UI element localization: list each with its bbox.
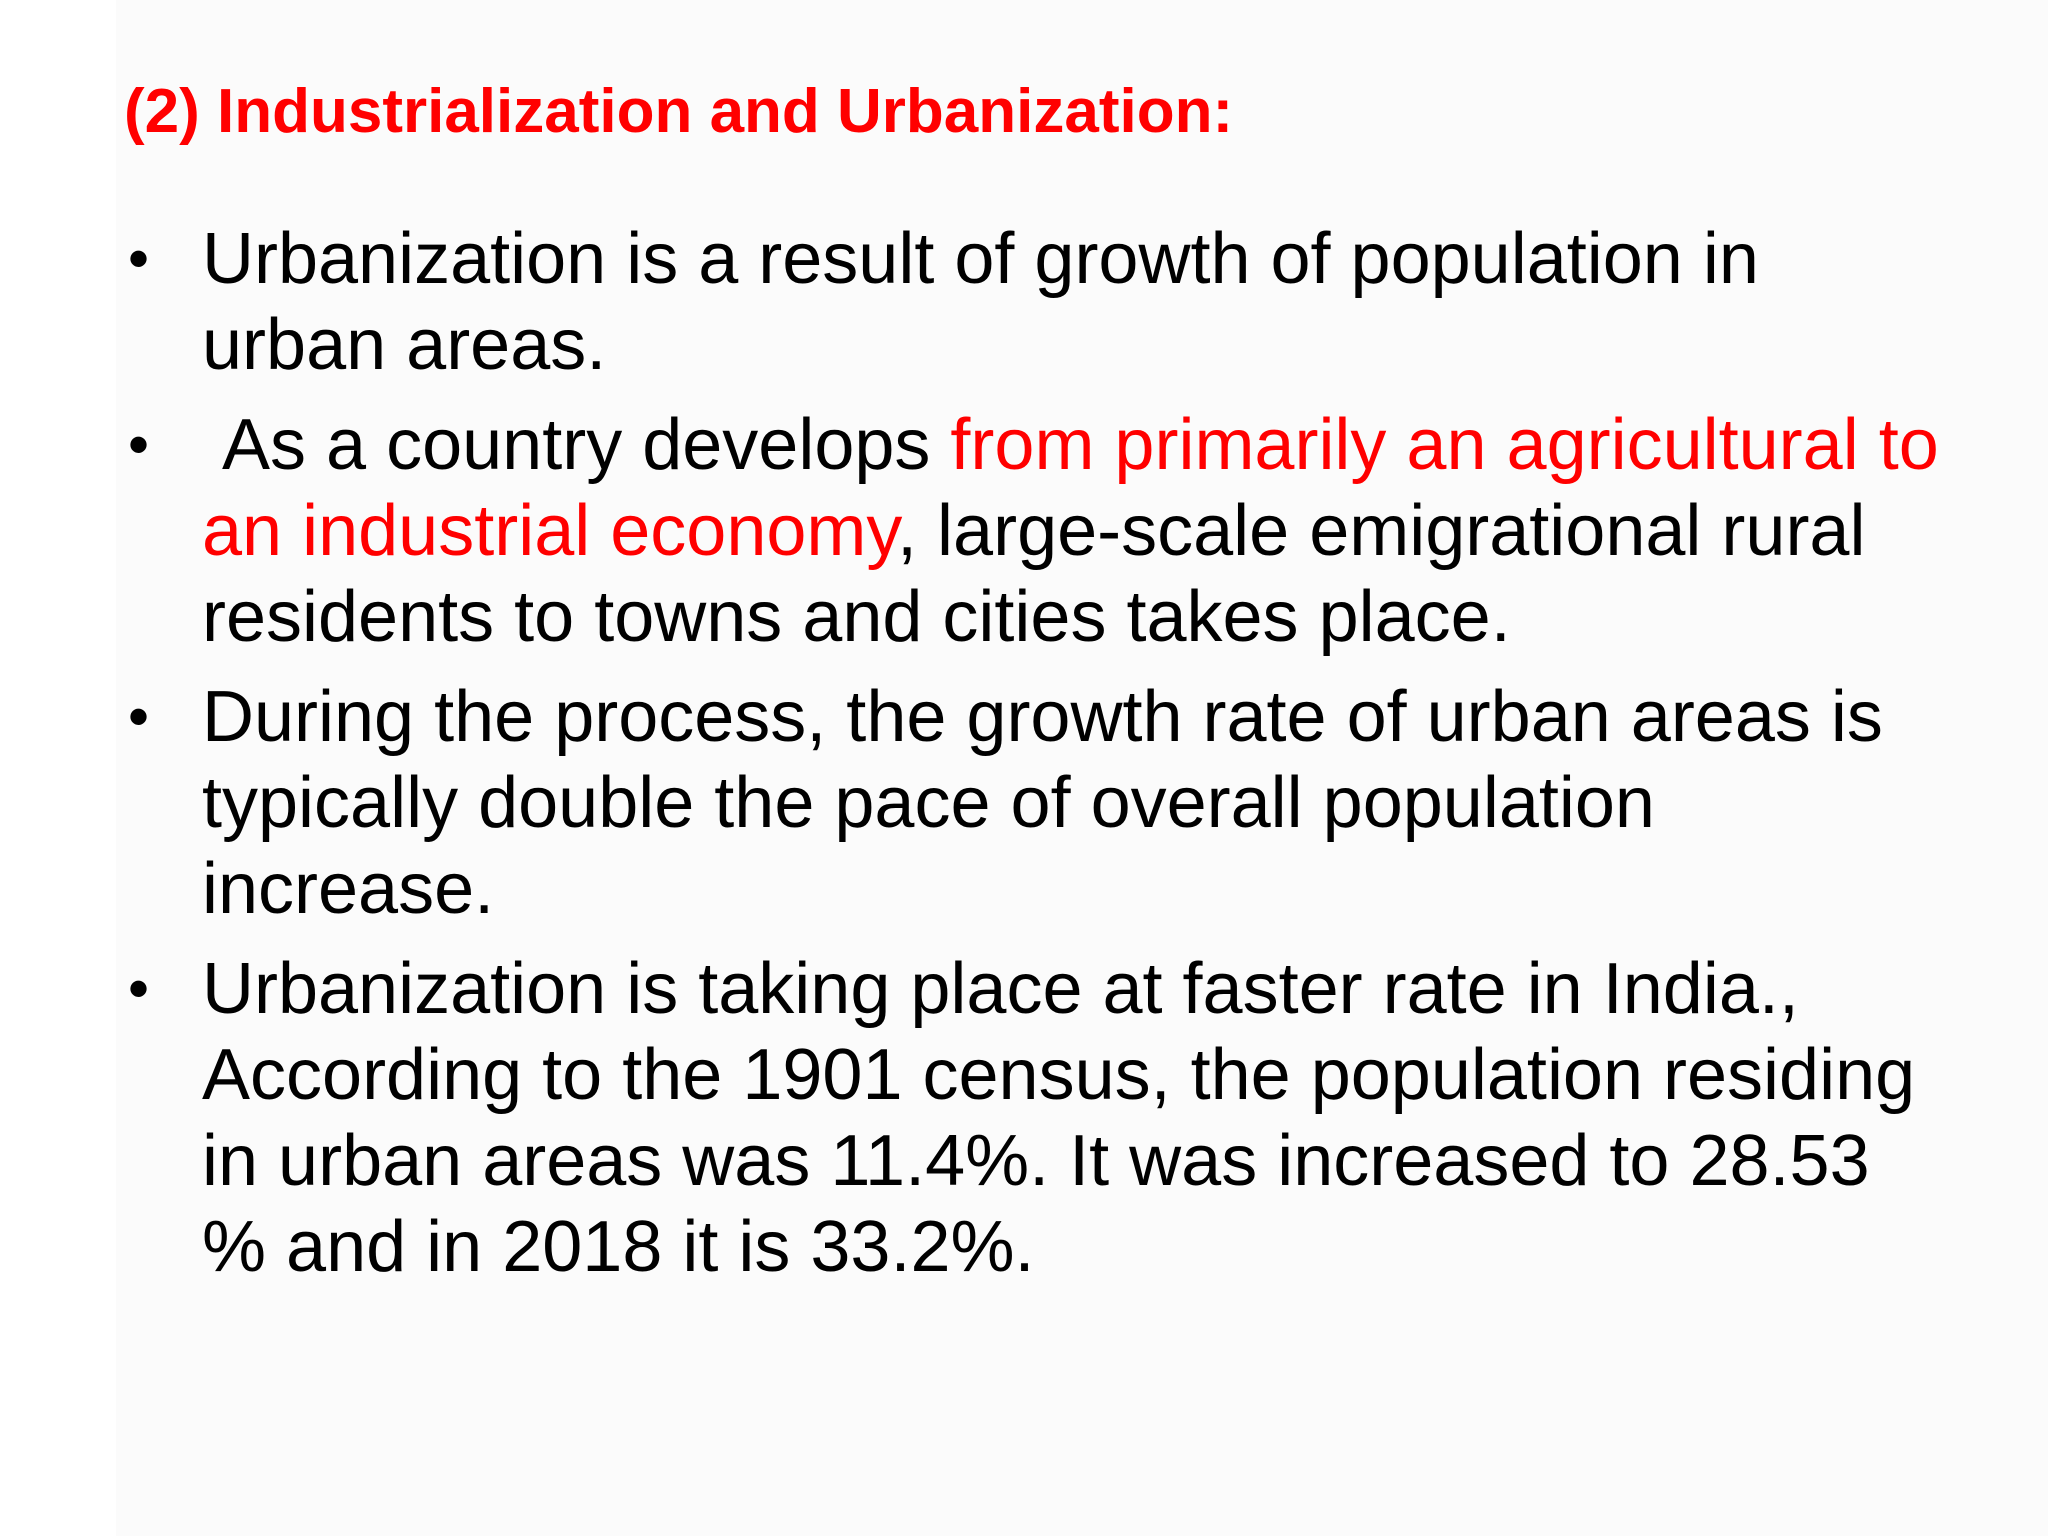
bullet-text: Urbanization is taking place at faster r…	[202, 949, 1916, 1287]
content-panel	[116, 0, 2048, 1536]
bullet-item-growth-rate: • During the process, the growth rate of…	[124, 674, 1944, 932]
bullet-item-india-census: • Urbanization is taking place at faster…	[124, 946, 1944, 1290]
bullet-list: • Urbanization is a result of growth of …	[124, 216, 1944, 1304]
bullet-text-end: , large-scale emigrational rural residen…	[202, 491, 1866, 657]
bullet-icon: •	[128, 683, 150, 750]
bullet-item-country-develops: • As a country develops from primarily a…	[124, 402, 1944, 660]
bullet-text-highlight: from primarily an agricultural to an ind…	[202, 405, 1939, 571]
bullet-item-urbanization-result: • Urbanization is a result of growth of …	[124, 216, 1944, 388]
bullet-icon: •	[128, 955, 150, 1022]
bullet-icon: •	[128, 411, 150, 478]
bullet-text: Urbanization is a result of growth of po…	[202, 219, 1759, 385]
bullet-text-start: As a country develops	[202, 405, 951, 485]
bullet-icon: •	[128, 225, 150, 292]
slide-title: (2) Industrialization and Urbanization:	[124, 77, 1234, 146]
bullet-text: During the process, the growth rate of u…	[202, 677, 1883, 929]
